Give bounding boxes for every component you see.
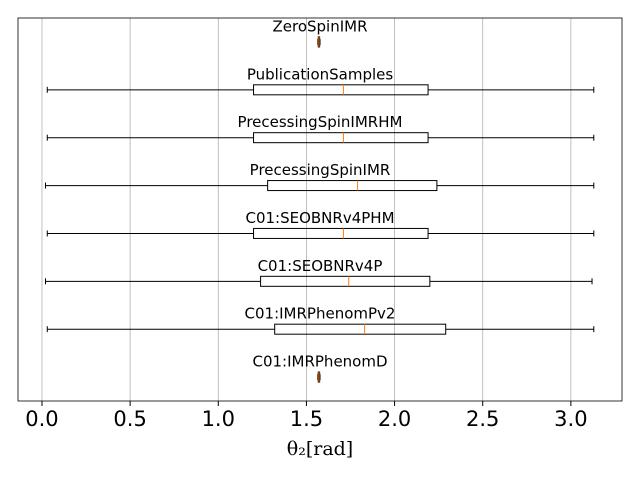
category-label: PrecessingSpinIMR — [250, 161, 391, 179]
category-label: C01:SEOBNRv4P — [258, 257, 383, 275]
box — [253, 132, 429, 144]
x-tick-label: 0.0 — [25, 407, 58, 431]
box — [253, 227, 429, 239]
x-tick-label: 1.0 — [202, 407, 235, 431]
plot-frame — [17, 17, 623, 402]
category-label: PublicationSamples — [247, 65, 394, 83]
box — [253, 84, 429, 96]
category-label: C01:SEOBNRv4PHM — [245, 209, 394, 227]
box — [274, 323, 447, 335]
x-tick-label: 0.5 — [113, 407, 146, 431]
category-label: ZeroSpinIMR — [272, 17, 367, 35]
category-label: PrecessingSpinIMRHM — [238, 113, 403, 131]
box — [267, 180, 438, 192]
category-label: C01:IMRPhenomD — [252, 353, 387, 371]
x-tick-label: 2.5 — [466, 407, 499, 431]
category-label: C01:IMRPhenomPv2 — [245, 305, 396, 323]
x-tick-label: 3.0 — [554, 407, 587, 431]
box — [260, 275, 431, 287]
x-tick-label: 1.5 — [290, 407, 323, 431]
x-tick-label: 2.0 — [378, 407, 411, 431]
x-axis-label: θ₂[rad] — [287, 438, 353, 460]
